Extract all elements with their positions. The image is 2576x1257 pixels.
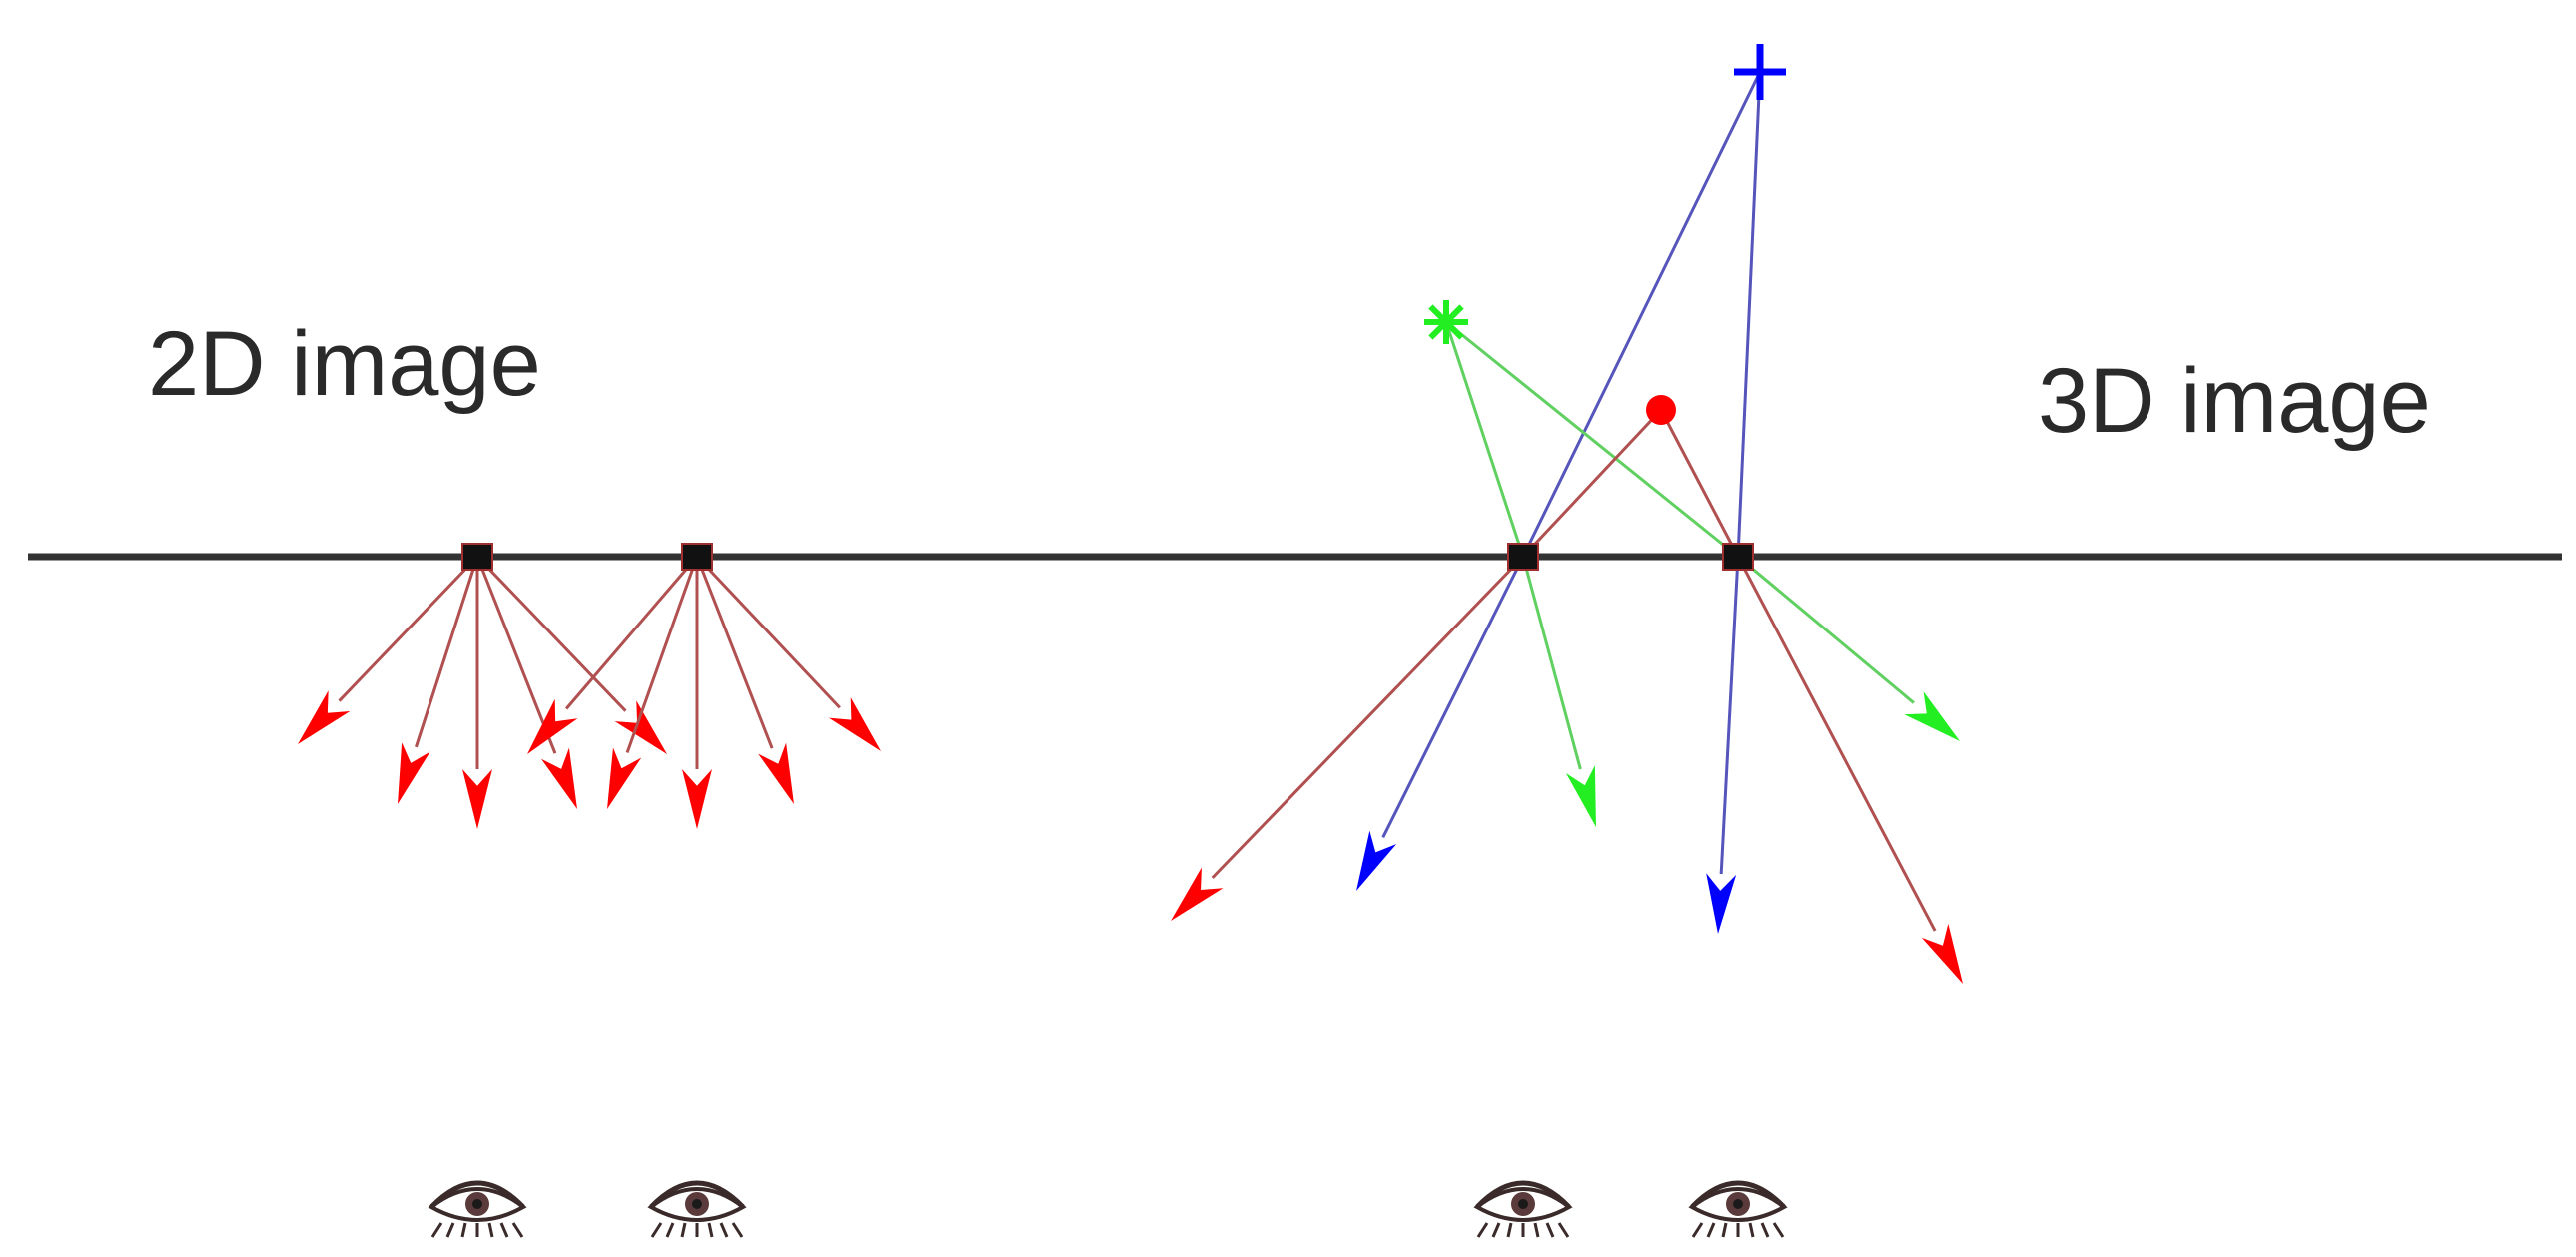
ray-green-left [1521, 556, 1596, 827]
ray-2d-left [298, 555, 479, 744]
ray-line [564, 556, 699, 710]
ray-line [414, 556, 479, 748]
ray-line [475, 556, 557, 754]
arrow-head [527, 698, 578, 754]
rays-group [298, 71, 1963, 984]
ray-blue-segment [1521, 71, 1762, 558]
ray-blue-right [1706, 556, 1740, 934]
pixel-marker [1507, 543, 1539, 571]
ray-line [1737, 555, 1915, 704]
arrow-head [540, 747, 577, 809]
eye-icon [647, 1180, 747, 1238]
arrow-head [1171, 867, 1224, 921]
pixel-marker [461, 543, 493, 571]
ray-2d-right [695, 556, 794, 804]
ray-red-segment [1521, 408, 1663, 559]
pixels-group [461, 543, 1754, 571]
arrow-head [1565, 765, 1596, 827]
eye-icon [1688, 1180, 1788, 1238]
arrow-head [1356, 830, 1397, 891]
arrow-head [828, 697, 881, 751]
asterisk-marker [1424, 300, 1468, 344]
arrow-head [607, 747, 642, 809]
ray-line [695, 555, 841, 709]
ray-green-segment [1444, 321, 1525, 558]
arrow-head [614, 700, 667, 754]
ray-line [695, 556, 774, 749]
ray-2d-right [682, 557, 712, 829]
ray-red-right [1736, 556, 1963, 984]
label-2d-image: 2D image [148, 313, 541, 415]
ray-2d-left [462, 557, 492, 829]
ray-line [475, 555, 627, 712]
ray-line [338, 555, 479, 702]
ray-red-segment [1659, 409, 1740, 558]
plus-marker [1734, 44, 1786, 100]
eyes-group [428, 1180, 1788, 1238]
arrow-head [1706, 873, 1737, 934]
ray-line [1521, 556, 1582, 770]
arrow-head [298, 690, 351, 744]
ray-2d-left [475, 555, 667, 754]
pixel-marker [681, 543, 713, 571]
ray-2d-right [607, 556, 699, 809]
eye-icon [428, 1180, 527, 1238]
ray-2d-left [398, 556, 479, 804]
ray-red-left [1171, 555, 1525, 921]
arrow-head [398, 742, 430, 804]
ray-green-segment [1445, 320, 1739, 559]
ray-2d-right [695, 555, 881, 751]
markers-group [1424, 44, 1786, 425]
arrow-head [758, 742, 794, 804]
ray-blue-segment [1736, 71, 1762, 558]
pixel-marker [1722, 543, 1754, 571]
ray-line [1211, 555, 1525, 879]
ray-line [1719, 556, 1740, 875]
dot-marker [1646, 395, 1676, 425]
arrow-head [1904, 691, 1960, 741]
label-3d-image: 3D image [2038, 350, 2431, 452]
arrow-head [1921, 923, 1963, 984]
ray-line [625, 556, 699, 753]
ray-green-right [1737, 555, 1960, 741]
ray-line [1736, 556, 1937, 932]
arrow-head [682, 769, 712, 829]
eye-icon [1473, 1180, 1573, 1238]
ray-line [1381, 556, 1525, 838]
ray-blue-left [1356, 556, 1525, 891]
ray-2d-right [527, 556, 699, 754]
arrow-head [462, 769, 492, 829]
ray-2d-left [475, 556, 577, 809]
